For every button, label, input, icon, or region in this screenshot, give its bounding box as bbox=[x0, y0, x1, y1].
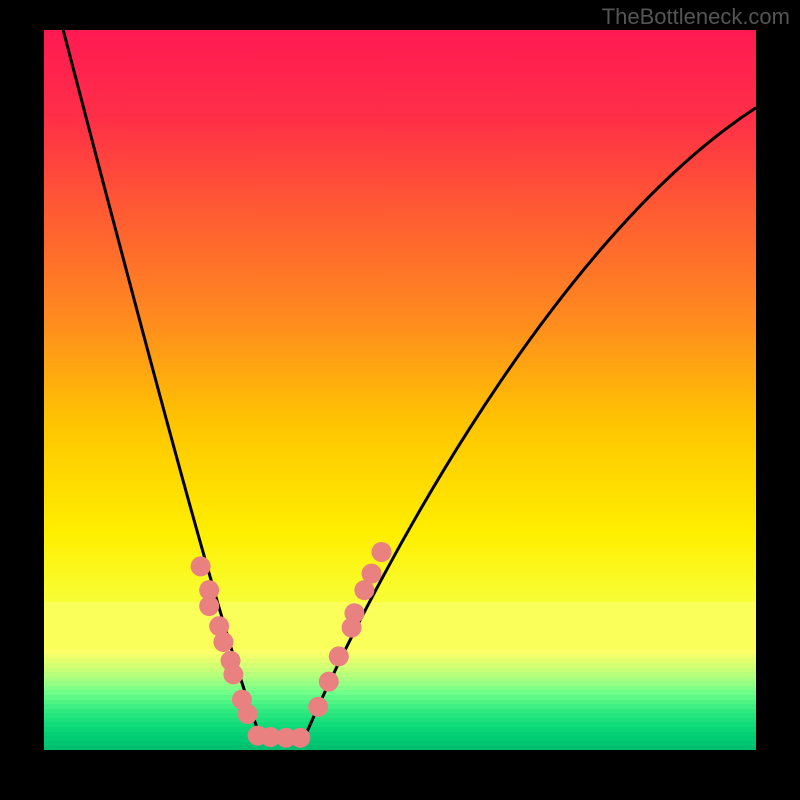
scatter-point bbox=[290, 728, 310, 748]
watermark-text: TheBottleneck.com bbox=[602, 4, 790, 30]
plot-area bbox=[44, 30, 756, 750]
scatter-point bbox=[329, 646, 349, 666]
scatter-point bbox=[191, 556, 211, 576]
scatter-point bbox=[199, 596, 219, 616]
scatter-point bbox=[223, 664, 243, 684]
scatter-point bbox=[344, 603, 364, 623]
scatter-group bbox=[191, 542, 392, 748]
scatter-point bbox=[362, 564, 382, 584]
scatter-point bbox=[371, 542, 391, 562]
chart-svg bbox=[44, 30, 756, 750]
scatter-point bbox=[238, 704, 258, 724]
v-curve bbox=[63, 30, 756, 739]
scatter-point bbox=[308, 697, 328, 717]
scatter-point bbox=[319, 672, 339, 692]
scatter-point bbox=[213, 632, 233, 652]
